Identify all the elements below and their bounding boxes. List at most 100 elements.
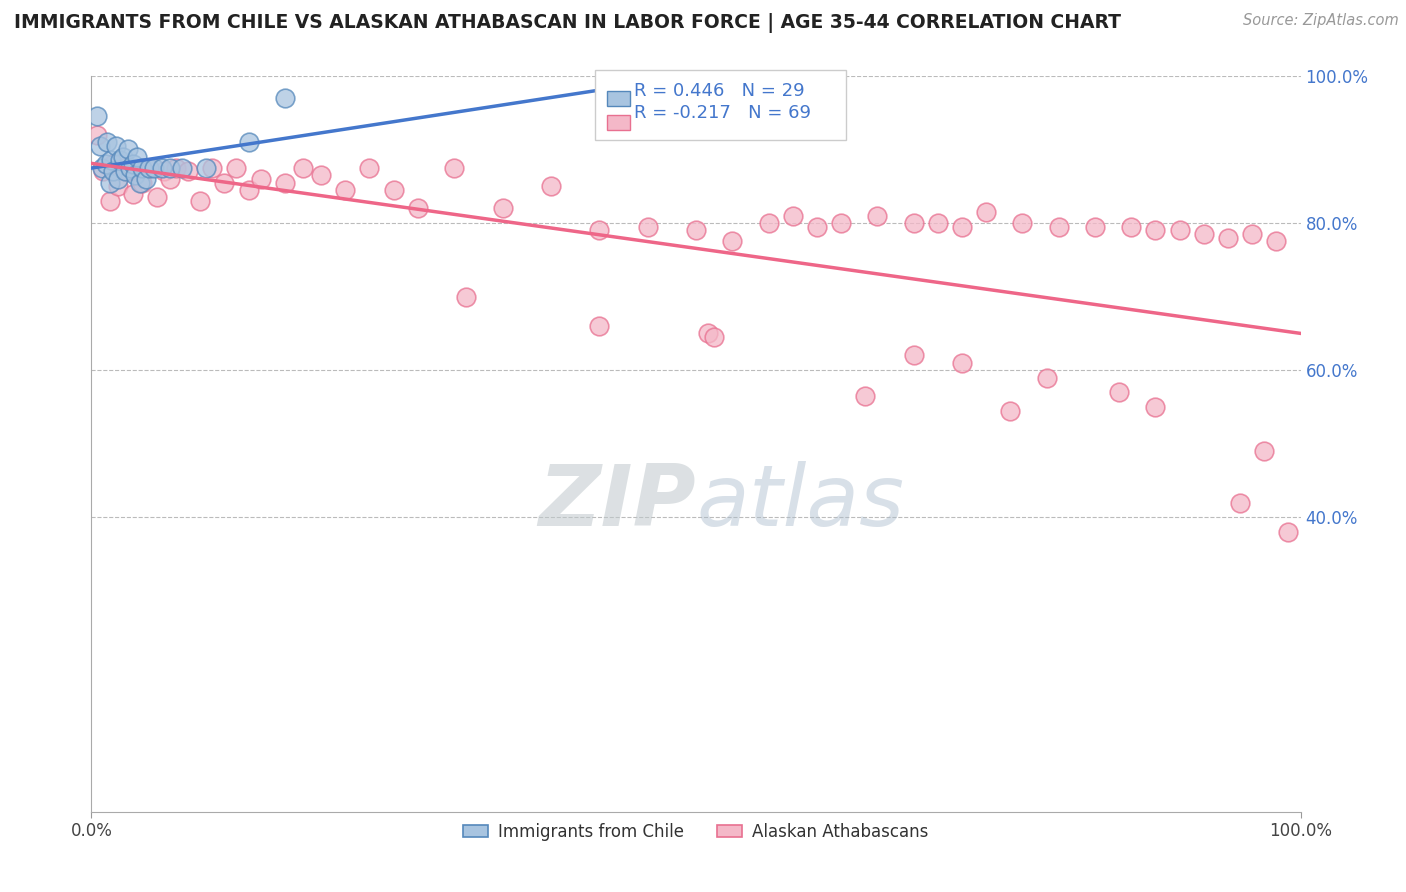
Point xyxy=(540,179,562,194)
Point xyxy=(107,179,129,194)
Point xyxy=(782,209,804,223)
Point xyxy=(1144,400,1167,414)
Point xyxy=(806,219,828,234)
Point xyxy=(111,161,134,175)
Text: ZIP: ZIP xyxy=(538,461,696,544)
Point xyxy=(165,161,187,175)
Point xyxy=(131,176,153,190)
Point xyxy=(685,223,707,237)
Point xyxy=(93,164,115,178)
Point xyxy=(117,164,139,178)
Point xyxy=(225,161,247,175)
Point xyxy=(1084,219,1107,234)
Point xyxy=(1241,227,1264,241)
Point xyxy=(214,176,236,190)
Point xyxy=(96,135,118,149)
Point xyxy=(456,289,478,303)
Point xyxy=(406,202,429,216)
Point xyxy=(121,157,143,171)
Point xyxy=(1253,444,1275,458)
Point xyxy=(238,183,260,197)
Point xyxy=(866,209,889,223)
Point xyxy=(637,219,659,234)
Point xyxy=(201,161,224,175)
Point xyxy=(697,326,720,341)
Point xyxy=(98,194,121,208)
Point xyxy=(110,153,132,168)
Text: R = -0.217   N = 69: R = -0.217 N = 69 xyxy=(634,104,811,122)
Point xyxy=(274,176,297,190)
Point xyxy=(177,164,200,178)
Point xyxy=(703,330,725,344)
Point xyxy=(758,216,780,230)
Point xyxy=(153,164,176,178)
Point xyxy=(830,216,852,230)
Point xyxy=(974,205,997,219)
Point xyxy=(127,164,149,178)
Point xyxy=(1144,223,1167,237)
Point xyxy=(335,183,357,197)
Text: R = 0.446   N = 29: R = 0.446 N = 29 xyxy=(634,82,804,100)
Point xyxy=(159,161,181,175)
Point xyxy=(903,348,925,362)
Point xyxy=(950,219,973,234)
Point xyxy=(588,318,610,333)
Text: atlas: atlas xyxy=(696,461,904,544)
Legend: Immigrants from Chile, Alaskan Athabascans: Immigrants from Chile, Alaskan Athabasca… xyxy=(457,816,935,847)
Point xyxy=(121,186,143,201)
Point xyxy=(1277,524,1299,539)
Point xyxy=(195,161,218,175)
Point xyxy=(1216,230,1239,244)
Point xyxy=(274,91,297,105)
Point xyxy=(491,202,513,216)
Point xyxy=(249,171,271,186)
Point xyxy=(359,161,381,175)
Point xyxy=(1000,403,1022,417)
Point xyxy=(1035,370,1057,384)
Point xyxy=(86,109,108,123)
Point xyxy=(100,153,122,168)
Point xyxy=(124,168,146,182)
Point xyxy=(1011,216,1033,230)
Point xyxy=(89,138,111,153)
Point xyxy=(1121,219,1143,234)
Point xyxy=(138,161,160,175)
Text: IMMIGRANTS FROM CHILE VS ALASKAN ATHABASCAN IN LABOR FORCE | AGE 35-44 CORRELATI: IMMIGRANTS FROM CHILE VS ALASKAN ATHABAS… xyxy=(14,13,1121,33)
Point xyxy=(135,171,157,186)
Point xyxy=(128,176,150,190)
Point xyxy=(309,168,332,182)
Point xyxy=(1168,223,1191,237)
Point xyxy=(145,190,167,204)
Point xyxy=(94,157,117,171)
Point xyxy=(903,216,925,230)
Point xyxy=(172,161,194,175)
Point xyxy=(1265,235,1288,249)
Point xyxy=(111,150,134,164)
Point xyxy=(853,389,876,403)
Point xyxy=(588,223,610,237)
Point xyxy=(138,161,160,175)
Point xyxy=(1047,219,1070,234)
Point xyxy=(188,194,211,208)
Point xyxy=(927,216,949,230)
Point xyxy=(721,235,744,249)
Point xyxy=(127,150,149,164)
Point xyxy=(120,161,142,175)
Point xyxy=(159,171,181,186)
Point xyxy=(1192,227,1215,241)
Point xyxy=(291,161,314,175)
Point xyxy=(443,161,465,175)
Point xyxy=(117,142,139,157)
Point xyxy=(150,161,173,175)
Point xyxy=(143,161,166,175)
Point xyxy=(86,128,108,142)
Point xyxy=(1108,385,1130,400)
Point xyxy=(101,157,124,171)
Point xyxy=(107,171,129,186)
Point xyxy=(91,161,114,175)
Point xyxy=(238,135,260,149)
Point xyxy=(382,183,405,197)
Point xyxy=(101,164,124,178)
Point xyxy=(131,161,153,175)
Point xyxy=(104,138,127,153)
